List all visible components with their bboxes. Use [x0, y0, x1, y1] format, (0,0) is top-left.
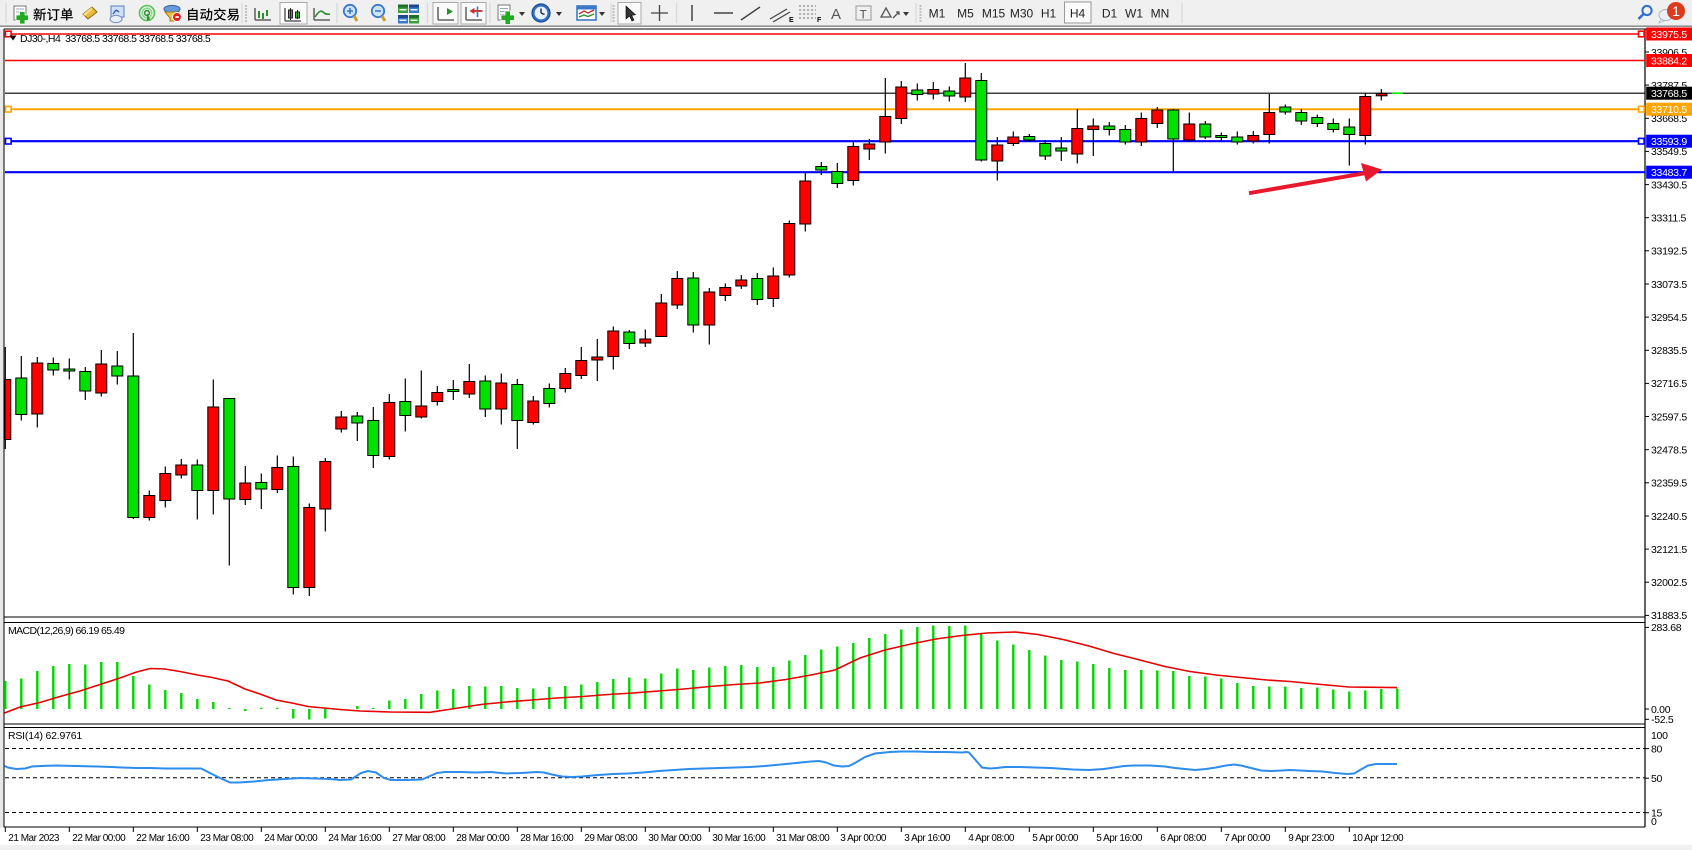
svg-text:80: 80: [1651, 743, 1663, 755]
svg-text:32597.5: 32597.5: [1651, 411, 1687, 423]
svg-text:4 Apr 08:00: 4 Apr 08:00: [968, 833, 1015, 844]
svg-text:24 Mar 16:00: 24 Mar 16:00: [328, 833, 382, 844]
svg-text:50: 50: [1651, 773, 1663, 785]
svg-text:6 Apr 08:00: 6 Apr 08:00: [1160, 833, 1207, 844]
svg-text:32359.5: 32359.5: [1651, 478, 1687, 490]
svg-text:M5: M5: [957, 7, 974, 21]
svg-text:D1: D1: [1102, 7, 1118, 21]
svg-text:DJ30-,H4 33768.5 33768.5 3376: DJ30-,H4 33768.5 33768.5 33768.5 33768.5: [20, 33, 211, 45]
svg-text:22 Mar 00:00: 22 Mar 00:00: [72, 833, 126, 844]
svg-text:0.00: 0.00: [1651, 704, 1671, 716]
svg-text:27 Mar 08:00: 27 Mar 08:00: [392, 833, 446, 844]
svg-text:28 Mar 00:00: 28 Mar 00:00: [456, 833, 510, 844]
svg-text:33430.5: 33430.5: [1651, 179, 1687, 191]
svg-text:32954.5: 32954.5: [1651, 312, 1687, 324]
svg-text:9 Apr 23:00: 9 Apr 23:00: [1288, 833, 1335, 844]
svg-text:33768.5: 33768.5: [1651, 88, 1687, 100]
svg-text:33073.5: 33073.5: [1651, 279, 1687, 291]
svg-text:32716.5: 32716.5: [1651, 378, 1687, 390]
svg-text:33668.5: 33668.5: [1651, 113, 1687, 125]
svg-text:3 Apr 00:00: 3 Apr 00:00: [840, 833, 887, 844]
svg-text:22 Mar 16:00: 22 Mar 16:00: [136, 833, 190, 844]
svg-text:33710.5: 33710.5: [1651, 104, 1687, 116]
svg-text:H4: H4: [1070, 7, 1086, 21]
svg-text:31883.5: 31883.5: [1651, 610, 1687, 622]
svg-text:21 Mar 2023: 21 Mar 2023: [8, 833, 60, 844]
svg-text:32121.5: 32121.5: [1651, 544, 1687, 556]
svg-text:F: F: [817, 17, 822, 24]
svg-text:W1: W1: [1125, 7, 1143, 21]
svg-text:29 Mar 08:00: 29 Mar 08:00: [584, 833, 638, 844]
svg-text:33311.5: 33311.5: [1651, 213, 1687, 225]
svg-text:30 Mar 16:00: 30 Mar 16:00: [712, 833, 766, 844]
svg-text:7 Apr 00:00: 7 Apr 00:00: [1224, 833, 1271, 844]
svg-text:32240.5: 32240.5: [1651, 511, 1687, 523]
svg-text:1: 1: [1672, 3, 1680, 19]
svg-text:E: E: [789, 17, 794, 24]
svg-text:30 Mar 00:00: 30 Mar 00:00: [648, 833, 702, 844]
svg-text:33884.2: 33884.2: [1651, 55, 1687, 67]
svg-text:A: A: [831, 6, 841, 23]
svg-text:33549.5: 33549.5: [1651, 146, 1687, 158]
svg-text:H1: H1: [1041, 7, 1057, 21]
svg-text:23 Mar 08:00: 23 Mar 08:00: [200, 833, 254, 844]
svg-text:MACD(12,26,9) 66.19 65.49: MACD(12,26,9) 66.19 65.49: [8, 625, 125, 637]
svg-text:33593.9: 33593.9: [1651, 136, 1687, 148]
svg-text:M30: M30: [1010, 7, 1034, 21]
svg-text:33483.7: 33483.7: [1651, 167, 1687, 179]
svg-text:33192.5: 33192.5: [1651, 246, 1687, 258]
svg-text:M1: M1: [929, 7, 946, 21]
svg-text:MN: MN: [1151, 7, 1170, 21]
svg-text:15: 15: [1651, 808, 1663, 820]
svg-text:5 Apr 16:00: 5 Apr 16:00: [1096, 833, 1143, 844]
svg-text:31 Mar 08:00: 31 Mar 08:00: [776, 833, 830, 844]
svg-text:3 Apr 16:00: 3 Apr 16:00: [904, 833, 951, 844]
svg-text:33975.5: 33975.5: [1651, 29, 1687, 41]
svg-text:M15: M15: [982, 7, 1006, 21]
svg-text:24 Mar 00:00: 24 Mar 00:00: [264, 833, 318, 844]
svg-text:32478.5: 32478.5: [1651, 445, 1687, 457]
svg-text:10 Apr 12:00: 10 Apr 12:00: [1352, 833, 1404, 844]
svg-text:32002.5: 32002.5: [1651, 577, 1687, 589]
svg-text:28 Mar 16:00: 28 Mar 16:00: [520, 833, 574, 844]
svg-text:RSI(14) 62.9761: RSI(14) 62.9761: [8, 730, 82, 742]
svg-text:5 Apr 00:00: 5 Apr 00:00: [1032, 833, 1079, 844]
svg-text:32835.5: 32835.5: [1651, 345, 1687, 357]
svg-text:T: T: [860, 8, 868, 22]
svg-text:-52.5: -52.5: [1651, 714, 1674, 726]
svg-text:0: 0: [1651, 816, 1657, 828]
svg-text:283.68: 283.68: [1651, 622, 1682, 634]
svg-text:100: 100: [1651, 730, 1668, 742]
